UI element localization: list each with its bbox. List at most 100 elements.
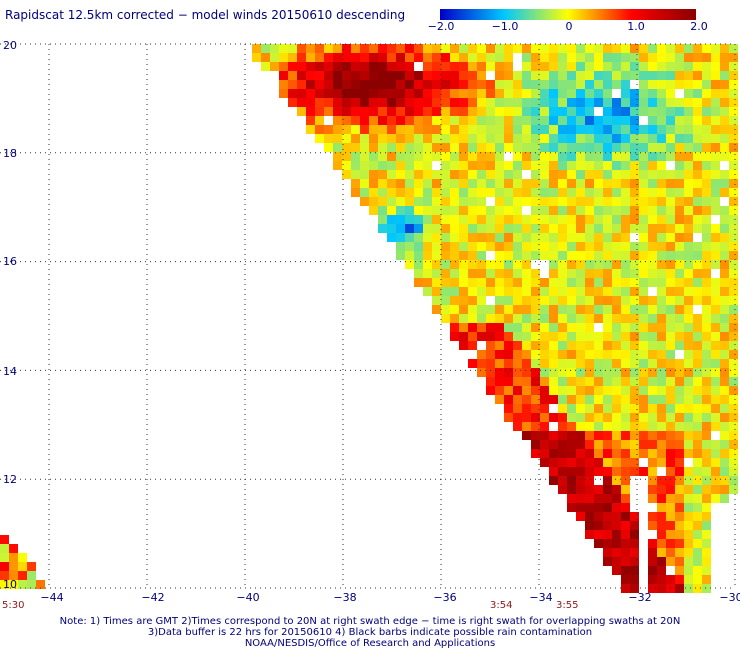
wind-cell: [585, 422, 594, 431]
wind-cell: [729, 242, 738, 251]
wind-cell: [603, 359, 612, 368]
wind-cell: [585, 467, 594, 476]
wind-cell: [468, 53, 477, 62]
wind-cell: [603, 134, 612, 143]
wind-cell: [396, 170, 405, 179]
wind-cell: [648, 323, 657, 332]
wind-cell: [621, 215, 630, 224]
wind-cell: [495, 80, 504, 89]
wind-cell: [594, 125, 603, 134]
wind-cell: [585, 395, 594, 404]
wind-cell: [702, 521, 711, 530]
wind-cell: [333, 89, 342, 98]
wind-cell: [540, 233, 549, 242]
wind-cell: [414, 233, 423, 242]
wind-cell: [477, 80, 486, 89]
wind-cell: [495, 71, 504, 80]
wind-cell: [459, 161, 468, 170]
wind-cell: [729, 71, 738, 80]
wind-cell: [495, 278, 504, 287]
wind-cell: [414, 116, 423, 125]
wind-cell: [612, 71, 621, 80]
wind-cell: [711, 242, 720, 251]
wind-cell: [423, 269, 432, 278]
wind-cell: [675, 242, 684, 251]
wind-cell: [711, 260, 720, 269]
wind-cell: [441, 71, 450, 80]
wind-cell: [252, 44, 261, 53]
wind-cell: [504, 161, 513, 170]
wind-cell: [711, 404, 720, 413]
wind-cell: [612, 296, 621, 305]
wind-cell: [486, 386, 495, 395]
wind-cell: [612, 341, 621, 350]
wind-cell: [630, 143, 639, 152]
wind-cell: [729, 134, 738, 143]
wind-cell: [702, 197, 711, 206]
wind-cell: [450, 296, 459, 305]
wind-cell: [522, 377, 531, 386]
wind-cell: [414, 224, 423, 233]
wind-cell: [702, 89, 711, 98]
wind-cell: [531, 170, 540, 179]
wind-cell: [468, 323, 477, 332]
wind-cell: [576, 179, 585, 188]
wind-cell: [702, 215, 711, 224]
wind-cell: [567, 377, 576, 386]
wind-cell: [630, 197, 639, 206]
wind-cell: [675, 143, 684, 152]
wind-cell: [513, 278, 522, 287]
wind-cell: [441, 188, 450, 197]
wind-cell: [396, 134, 405, 143]
wind-cell: [576, 440, 585, 449]
wind-cell: [576, 431, 585, 440]
wind-cell: [495, 143, 504, 152]
wind-cell: [594, 215, 603, 224]
wind-cell: [630, 161, 639, 170]
wind-cell: [702, 350, 711, 359]
wind-cell: [513, 413, 522, 422]
wind-cell: [504, 305, 513, 314]
wind-cell: [585, 458, 594, 467]
wind-cell: [657, 422, 666, 431]
wind-cell: [450, 197, 459, 206]
lon-label: −36: [433, 591, 457, 604]
wind-cell: [630, 206, 639, 215]
wind-cell: [621, 359, 630, 368]
wind-cell: [711, 80, 720, 89]
wind-cell: [9, 544, 18, 553]
wind-cell: [657, 557, 666, 566]
wind-cell: [693, 539, 702, 548]
wind-cell: [675, 287, 684, 296]
wind-cell: [720, 296, 729, 305]
wind-cell: [477, 161, 486, 170]
wind-cell: [576, 386, 585, 395]
wind-cell: [567, 215, 576, 224]
wind-cell: [693, 566, 702, 575]
lat-label: 12: [3, 473, 17, 486]
wind-cell: [351, 62, 360, 71]
wind-cell: [684, 530, 693, 539]
wind-cell: [549, 458, 558, 467]
wind-cell: [603, 125, 612, 134]
wind-cell: [648, 566, 657, 575]
wind-cell: [540, 251, 549, 260]
wind-cell: [603, 431, 612, 440]
wind-cell: [369, 188, 378, 197]
wind-cell: [657, 107, 666, 116]
wind-cell: [585, 350, 594, 359]
wind-cell: [648, 557, 657, 566]
wind-cell: [576, 350, 585, 359]
wind-cell: [666, 188, 675, 197]
wind-cell: [639, 107, 648, 116]
wind-cell: [720, 395, 729, 404]
wind-cell: [666, 44, 675, 53]
wind-cell: [630, 548, 639, 557]
wind-cell: [729, 404, 738, 413]
wind-cell: [423, 278, 432, 287]
wind-cell: [684, 521, 693, 530]
wind-cell: [657, 305, 666, 314]
wind-cell: [657, 260, 666, 269]
wind-cell: [567, 485, 576, 494]
wind-cell: [405, 224, 414, 233]
